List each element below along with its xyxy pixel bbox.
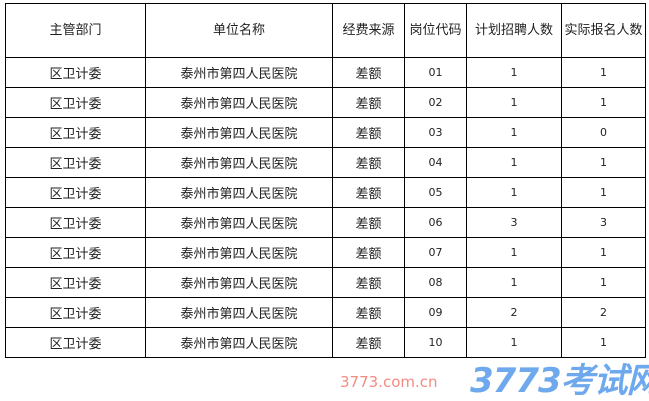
table-row: 区卫计委 泰州市第四人民医院 差额 04 1 1 (5, 147, 646, 178)
table-cell: 09 (404, 297, 467, 328)
table-row: 区卫计委 泰州市第四人民医院 差额 06 3 3 (5, 207, 646, 238)
table-cell: 区卫计委 (5, 87, 146, 118)
column-header: 岗位代码 (404, 3, 467, 58)
table-cell: 1 (466, 147, 562, 178)
table-cell: 泰州市第四人民医院 (145, 177, 333, 208)
column-header: 计划招聘人数 (466, 3, 562, 58)
table-cell: 2 (561, 297, 646, 328)
table-cell: 差额 (332, 237, 405, 268)
table-cell: 差额 (332, 267, 405, 298)
table-cell: 1 (466, 327, 562, 358)
table-cell: 1 (561, 147, 646, 178)
table-cell: 区卫计委 (5, 177, 146, 208)
header-row: 主管部门 单位名称 经费来源 岗位代码 计划招聘人数 实际报名人数 (5, 3, 646, 58)
table-row: 区卫计委 泰州市第四人民医院 差额 07 1 1 (5, 237, 646, 268)
table-cell: 01 (404, 57, 467, 88)
table-cell: 泰州市第四人民医院 (145, 327, 333, 358)
table-cell: 泰州市第四人民医院 (145, 237, 333, 268)
table-cell: 差额 (332, 87, 405, 118)
watermark-logo: 3773考试网 (470, 361, 649, 401)
table-cell: 08 (404, 267, 467, 298)
table-cell: 差额 (332, 57, 405, 88)
table-cell: 1 (561, 327, 646, 358)
table-row: 区卫计委 泰州市第四人民医院 差额 03 1 0 (5, 117, 646, 148)
table-cell: 04 (404, 147, 467, 178)
table-cell: 05 (404, 177, 467, 208)
column-header: 单位名称 (145, 3, 333, 58)
table-cell: 1 (561, 237, 646, 268)
table-cell: 区卫计委 (5, 327, 146, 358)
table-cell: 03 (404, 117, 467, 148)
column-header: 主管部门 (5, 3, 146, 58)
table-cell: 区卫计委 (5, 57, 146, 88)
column-header: 实际报名人数 (561, 3, 646, 58)
table-cell: 差额 (332, 297, 405, 328)
table-cell: 泰州市第四人民医院 (145, 147, 333, 178)
column-header: 经费来源 (332, 3, 405, 58)
table-cell: 1 (466, 237, 562, 268)
table-cell: 泰州市第四人民医院 (145, 207, 333, 238)
table-cell: 3 (561, 207, 646, 238)
table-cell: 差额 (332, 117, 405, 148)
table-cell: 区卫计委 (5, 267, 146, 298)
table-cell: 区卫计委 (5, 117, 146, 148)
table-cell: 差额 (332, 207, 405, 238)
table-cell: 02 (404, 87, 467, 118)
table-cell: 1 (466, 117, 562, 148)
table-cell: 区卫计委 (5, 237, 146, 268)
table-cell: 泰州市第四人民医院 (145, 57, 333, 88)
table-cell: 差额 (332, 147, 405, 178)
table-cell: 差额 (332, 177, 405, 208)
table-cell: 1 (466, 267, 562, 298)
table-cell: 泰州市第四人民医院 (145, 297, 333, 328)
recruitment-table: 主管部门 单位名称 经费来源 岗位代码 计划招聘人数 实际报名人数 区卫计委 泰州市第四人民医… (5, 3, 646, 358)
table-cell: 泰州市第四人民医院 (145, 117, 333, 148)
table-cell: 1 (561, 267, 646, 298)
table-row: 区卫计委 泰州市第四人民医院 差额 01 1 1 (5, 57, 646, 88)
table-cell: 3 (466, 207, 562, 238)
table-row: 区卫计委 泰州市第四人民医院 差额 08 1 1 (5, 267, 646, 298)
table-cell: 泰州市第四人民医院 (145, 87, 333, 118)
table-cell: 差额 (332, 327, 405, 358)
table-cell: 1 (466, 177, 562, 208)
table-cell: 10 (404, 327, 467, 358)
table-cell: 0 (561, 117, 646, 148)
table-cell: 1 (561, 87, 646, 118)
table-cell: 2 (466, 297, 562, 328)
table-row: 区卫计委 泰州市第四人民医院 差额 10 1 1 (5, 327, 646, 358)
table-cell: 区卫计委 (5, 207, 146, 238)
table-cell: 1 (561, 177, 646, 208)
table-cell: 区卫计委 (5, 297, 146, 328)
table-row: 区卫计委 泰州市第四人民医院 差额 05 1 1 (5, 177, 646, 208)
table-cell: 区卫计委 (5, 147, 146, 178)
table-cell: 1 (466, 87, 562, 118)
watermark-url: 3773.com.cn (340, 373, 438, 391)
table-cell: 07 (404, 237, 467, 268)
table-cell: 06 (404, 207, 467, 238)
table-row: 区卫计委 泰州市第四人民医院 差额 09 2 2 (5, 297, 646, 328)
table-cell: 1 (561, 57, 646, 88)
table-cell: 泰州市第四人民医院 (145, 267, 333, 298)
table-row: 区卫计委 泰州市第四人民医院 差额 02 1 1 (5, 87, 646, 118)
table-cell: 1 (466, 57, 562, 88)
